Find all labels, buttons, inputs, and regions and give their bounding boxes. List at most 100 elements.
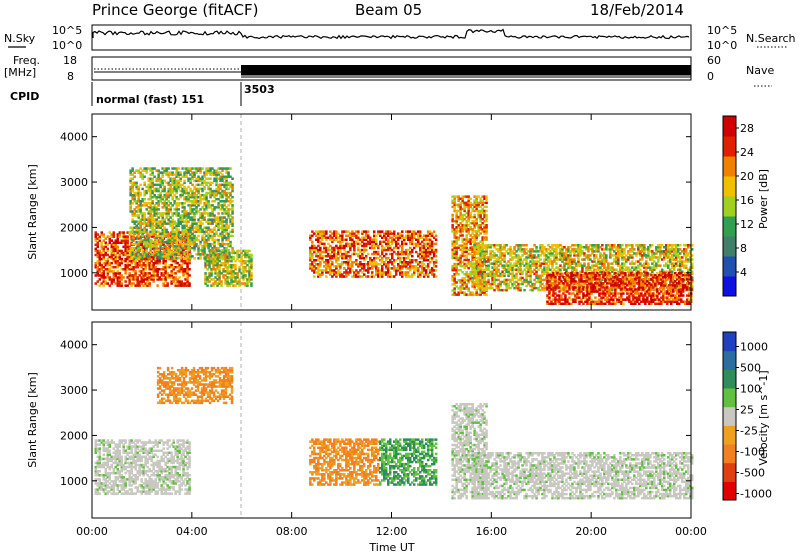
heatmap-cell bbox=[177, 230, 180, 234]
heatmap-cell bbox=[485, 256, 488, 259]
heatmap-cell bbox=[507, 274, 510, 278]
heatmap-cell bbox=[213, 240, 216, 244]
heatmap-cell bbox=[186, 274, 189, 277]
heatmap-cell bbox=[139, 218, 142, 221]
heatmap-cell bbox=[351, 269, 354, 272]
heatmap-cell bbox=[527, 280, 530, 284]
heatmap-cell bbox=[375, 261, 378, 264]
heatmap-cell bbox=[539, 244, 542, 247]
heatmap-cell bbox=[419, 252, 422, 256]
heatmap-cell bbox=[481, 222, 484, 225]
heatmap-cell bbox=[116, 247, 119, 251]
heatmap-cell bbox=[217, 228, 220, 232]
heatmap-cell bbox=[211, 208, 214, 211]
heatmap-cell bbox=[455, 281, 458, 284]
heatmap-cell bbox=[459, 203, 462, 207]
heatmap-cell bbox=[381, 256, 384, 260]
heatmap-cell bbox=[587, 256, 590, 259]
heatmap-cell bbox=[529, 280, 532, 284]
heatmap-cell bbox=[428, 232, 432, 235]
heatmap-cell bbox=[167, 232, 170, 236]
heatmap-cell bbox=[517, 288, 520, 292]
heatmap-cell bbox=[471, 230, 474, 233]
heatmap-cell bbox=[426, 242, 430, 246]
heatmap-cell bbox=[453, 289, 456, 292]
heatmap-cell bbox=[381, 259, 384, 262]
heatmap-cell bbox=[136, 278, 139, 281]
heatmap-cell bbox=[327, 271, 330, 274]
heatmap-cell bbox=[453, 250, 456, 254]
heatmap-cell bbox=[159, 242, 162, 246]
heatmap-cell bbox=[513, 280, 516, 284]
heatmap-cell bbox=[471, 280, 474, 284]
heatmap-cell bbox=[319, 234, 322, 237]
heatmap-cell bbox=[226, 266, 229, 269]
heatmap-cell bbox=[331, 238, 334, 241]
heatmap-cell bbox=[231, 218, 234, 221]
heatmap-cell bbox=[421, 256, 424, 260]
heatmap-cell bbox=[495, 268, 498, 271]
heatmap-cell bbox=[411, 236, 414, 239]
heatmap-cell bbox=[183, 202, 186, 205]
heatmap-cell bbox=[201, 181, 204, 185]
heatmap-cell bbox=[539, 250, 542, 253]
heatmap-cell bbox=[461, 254, 464, 258]
heatmap-cell bbox=[319, 273, 322, 276]
heatmap-cell bbox=[485, 244, 488, 247]
heatmap-cell bbox=[228, 282, 231, 285]
heatmap-cell bbox=[455, 256, 458, 260]
heatmap-cell bbox=[147, 242, 150, 246]
heatmap-cell bbox=[207, 232, 210, 236]
heatmap-cell bbox=[149, 197, 152, 201]
heatmap-cell bbox=[157, 189, 160, 193]
heatmap-cell bbox=[207, 185, 210, 189]
heatmap-cell bbox=[135, 202, 138, 205]
heatmap-cell bbox=[240, 263, 243, 267]
heatmap-cell bbox=[403, 242, 406, 246]
heatmap-cell bbox=[116, 235, 119, 238]
heatmap-cell bbox=[557, 266, 560, 269]
heatmap-cell bbox=[325, 250, 328, 254]
heatmap-cell bbox=[142, 272, 145, 275]
heatmap-cell bbox=[401, 246, 404, 250]
heatmap-cell bbox=[153, 175, 156, 178]
heatmap-cell bbox=[453, 279, 456, 282]
heatmap-cell bbox=[601, 258, 604, 261]
heatmap-cell bbox=[218, 282, 221, 285]
heatmap-cell bbox=[495, 244, 498, 247]
heatmap-cell bbox=[208, 266, 211, 269]
heatmap-cell bbox=[383, 240, 386, 244]
heatmap-cell bbox=[185, 255, 188, 258]
heatmap-cell bbox=[129, 189, 132, 193]
heatmap-cell bbox=[223, 220, 226, 223]
heatmap-cell bbox=[162, 278, 165, 281]
heatmap-cell bbox=[561, 260, 564, 263]
heatmap-cell bbox=[143, 222, 146, 225]
heatmap-cell bbox=[455, 230, 458, 233]
heatmap-cell bbox=[179, 177, 182, 180]
heatmap-cell bbox=[469, 222, 472, 225]
heatmap-cell bbox=[238, 278, 241, 281]
heatmap-cell bbox=[385, 252, 388, 256]
heatmap-cell bbox=[185, 220, 188, 223]
heatmap-cell bbox=[351, 238, 354, 241]
heatmap-cell bbox=[175, 210, 178, 213]
heatmap-cell bbox=[559, 256, 562, 259]
heatmap-cell bbox=[481, 201, 484, 205]
heatmap-cell bbox=[507, 278, 510, 282]
heatmap-cell bbox=[220, 282, 223, 285]
heatmap-cell bbox=[157, 234, 160, 238]
heatmap-cell bbox=[153, 210, 156, 213]
heatmap-cell bbox=[248, 261, 251, 265]
heatmap-cell bbox=[221, 183, 224, 187]
heatmap-cell bbox=[246, 255, 249, 259]
heatmap-cell bbox=[331, 269, 334, 272]
heatmap-cell bbox=[183, 173, 186, 176]
heatmap-cell bbox=[517, 284, 520, 288]
heatmap-cell bbox=[573, 248, 576, 251]
heatmap-cell bbox=[569, 262, 572, 265]
heatmap-cell bbox=[473, 272, 476, 276]
heatmap-cell bbox=[143, 251, 146, 254]
heatmap-cell bbox=[567, 256, 570, 259]
heatmap-cell bbox=[375, 238, 378, 241]
